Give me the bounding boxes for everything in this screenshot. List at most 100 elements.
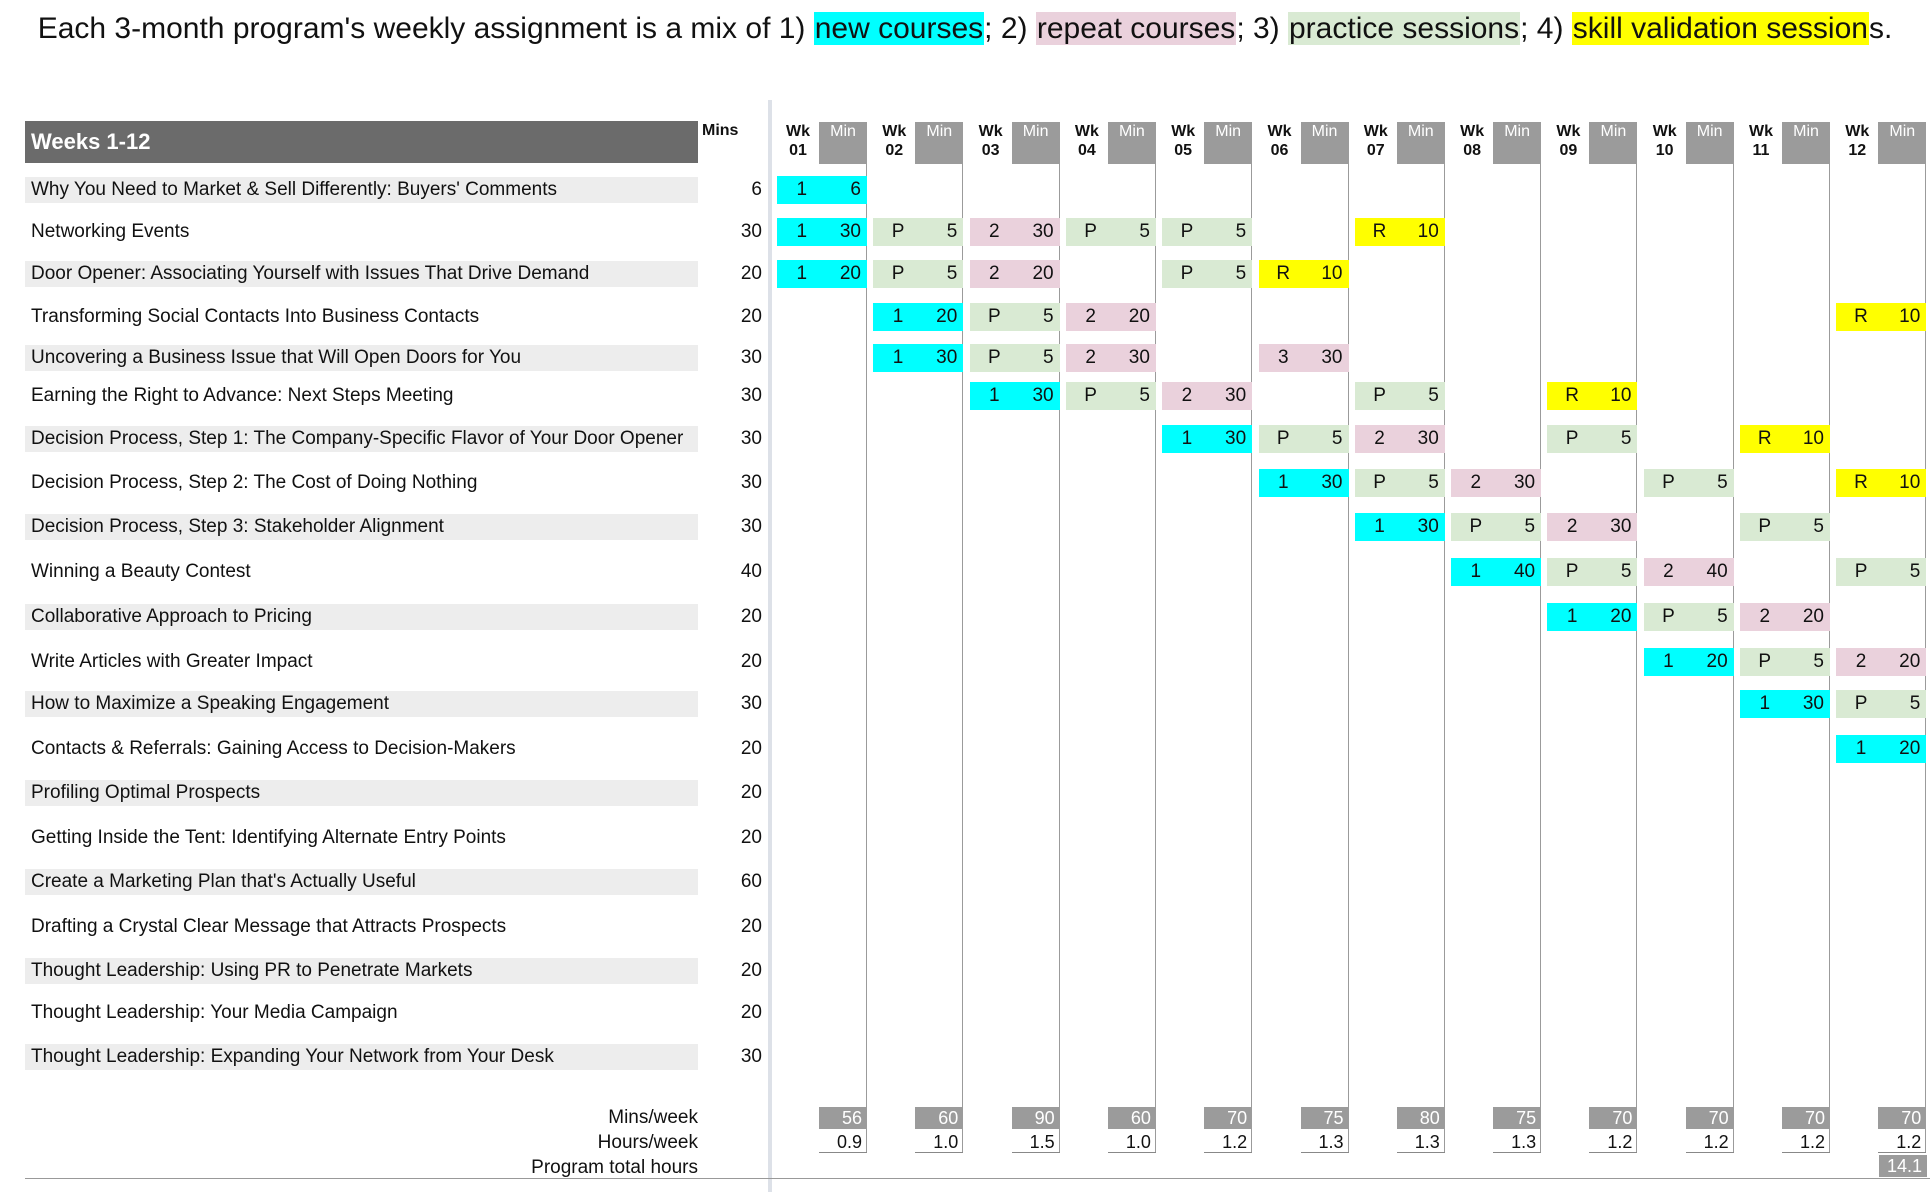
assignment-code: P xyxy=(988,306,1001,327)
mins-per-week-value: 56 xyxy=(819,1107,867,1129)
assignment-cell-repeat: 2 20 xyxy=(1740,603,1830,631)
week-column-line xyxy=(1829,122,1830,1152)
course-name: Getting Inside the Tent: Identifying Alt… xyxy=(31,827,506,848)
week-01-min-header: Min xyxy=(819,122,867,164)
course-minutes: 20 xyxy=(740,651,762,672)
week-01-header: Wk 01 xyxy=(777,122,819,160)
title-sep-4: ; 4) xyxy=(1520,12,1572,45)
course-minutes: 20 xyxy=(740,916,762,937)
assignment-cell-validation: R 10 xyxy=(1836,469,1927,497)
week-column-line xyxy=(866,122,867,1152)
hours-per-week-value: 1.2 xyxy=(1685,1131,1734,1153)
course-name: Transforming Social Contacts Into Busine… xyxy=(31,306,480,327)
legend-practice-sessions: practice sessions xyxy=(1288,12,1521,45)
assignment-code: 3 xyxy=(1277,347,1289,368)
mins-per-week-value: 90 xyxy=(1011,1107,1060,1129)
week-label: Wk xyxy=(786,123,810,140)
assignment-code: 1 xyxy=(1277,472,1289,493)
assignment-minutes: 5 xyxy=(1139,385,1150,406)
assignment-cell-repeat: 3 30 xyxy=(1258,344,1349,372)
title-prefix: Each 3-month program's weekly assignment… xyxy=(37,12,814,45)
assignment-code: 2 xyxy=(1085,306,1096,327)
assignment-minutes: 30 xyxy=(1225,385,1247,406)
course-minutes: 30 xyxy=(740,693,762,714)
week-label: Wk xyxy=(1460,123,1485,140)
assignment-minutes: 20 xyxy=(1802,606,1824,627)
title-sep-2: ; 2) xyxy=(984,12,1036,45)
course-minutes: 30 xyxy=(740,347,762,368)
week-08-min-header: Min xyxy=(1493,122,1542,164)
assignment-code: P xyxy=(1758,516,1772,537)
course-minutes: 30 xyxy=(740,1046,762,1067)
week-number: 09 xyxy=(1559,142,1578,159)
week-label: Wk xyxy=(1556,123,1581,140)
assignment-minutes: 30 xyxy=(1128,347,1150,368)
assignment-cell-validation: R 10 xyxy=(1547,382,1638,410)
assignment-code: P xyxy=(1276,428,1290,449)
week-column-line xyxy=(1058,122,1060,1152)
assignment-cell-validation: R 10 xyxy=(1836,303,1927,331)
assignment-minutes: 5 xyxy=(946,263,958,284)
assignment-minutes: 20 xyxy=(1706,651,1728,672)
assignment-minutes: 5 xyxy=(1428,385,1439,406)
assignment-cell-new: 1 20 xyxy=(1836,735,1927,763)
assignment-minutes: 30 xyxy=(1032,385,1054,406)
week-column-line xyxy=(1347,122,1349,1152)
legend-repeat-courses: repeat courses xyxy=(1035,12,1237,45)
assignment-minutes: 5 xyxy=(1813,516,1824,537)
course-minutes: 20 xyxy=(740,306,762,327)
assignment-code: 2 xyxy=(1663,561,1674,582)
assignment-minutes: 40 xyxy=(1706,561,1728,582)
assignment-minutes: 30 xyxy=(1032,221,1054,242)
course-name: Thought Leadership: Your Media Campaign xyxy=(31,1002,398,1023)
course-name: Uncovering a Business Issue that Will Op… xyxy=(25,345,698,371)
assignment-cell-new: 1 30 xyxy=(777,218,867,246)
mins-per-week-value: 70 xyxy=(1685,1107,1734,1129)
hours-per-week-value: 1.2 xyxy=(1782,1131,1830,1153)
assignment-cell-new: 1 20 xyxy=(777,260,867,288)
assignment-code: 2 xyxy=(989,221,1000,242)
week-column-line xyxy=(1925,122,1927,1152)
week-number: 12 xyxy=(1848,142,1867,159)
week-label: Wk xyxy=(1845,123,1870,140)
assignment-minutes: 40 xyxy=(1513,561,1536,582)
week-10-min-header: Min xyxy=(1685,122,1734,164)
week-column-line xyxy=(1540,122,1542,1152)
assignment-code: P xyxy=(1854,561,1868,582)
assignment-minutes: 5 xyxy=(1717,606,1728,627)
assignment-minutes: 5 xyxy=(1331,428,1343,449)
week-04-min-header: Min xyxy=(1107,122,1156,164)
assignment-minutes: 30 xyxy=(1321,347,1343,368)
assignment-code: P xyxy=(891,221,905,242)
assignment-minutes: 20 xyxy=(1032,263,1054,284)
assignment-cell-validation: R 10 xyxy=(1354,218,1445,246)
hours-per-week-value: 1.3 xyxy=(1300,1131,1349,1153)
hours-per-week-value: 1.0 xyxy=(915,1131,964,1153)
mins-per-week-value: 70 xyxy=(1204,1107,1253,1129)
assignment-code: P xyxy=(1373,472,1386,493)
assignment-minutes: 10 xyxy=(1899,472,1921,493)
hours-per-week-value: 1.0 xyxy=(1107,1131,1156,1153)
page-title: Each 3-month program's weekly assignment… xyxy=(0,12,1930,46)
week-label: Wk xyxy=(1749,123,1773,140)
week-label: Wk xyxy=(1171,123,1196,140)
assignment-minutes: 30 xyxy=(1610,516,1632,537)
assignment-minutes: 30 xyxy=(1802,693,1824,714)
assignment-minutes: 5 xyxy=(1043,347,1054,368)
program-total-hours: 14.1 xyxy=(1879,1155,1927,1177)
week-03-min-header: Min xyxy=(1011,122,1060,164)
assignment-cell-new: 1 30 xyxy=(1740,690,1830,718)
mins-per-week-value: 75 xyxy=(1300,1107,1349,1129)
week-12-min-header: Min xyxy=(1878,122,1927,164)
mins-per-week-value: 75 xyxy=(1493,1107,1542,1129)
assignment-minutes: 20 xyxy=(1899,651,1921,672)
